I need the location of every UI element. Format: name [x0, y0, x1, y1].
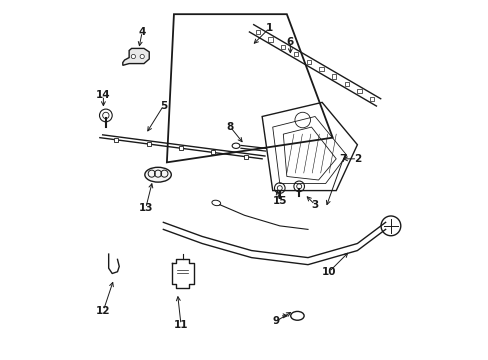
Text: 14: 14: [96, 90, 110, 100]
Text: 11: 11: [173, 320, 188, 330]
Polygon shape: [331, 74, 336, 78]
Text: 10: 10: [321, 267, 336, 277]
Ellipse shape: [144, 167, 171, 182]
Polygon shape: [319, 67, 323, 71]
Text: 3: 3: [311, 200, 318, 210]
Text: 4: 4: [138, 27, 145, 37]
Text: 9: 9: [272, 316, 279, 326]
Circle shape: [131, 54, 135, 59]
Text: 7: 7: [339, 154, 346, 164]
Text: 2: 2: [353, 154, 360, 164]
Text: 5: 5: [160, 101, 166, 111]
Text: 15: 15: [272, 196, 286, 206]
Text: 13: 13: [138, 203, 153, 213]
Polygon shape: [344, 82, 348, 86]
Polygon shape: [122, 48, 149, 66]
Polygon shape: [293, 52, 298, 57]
Text: 8: 8: [226, 122, 234, 132]
Polygon shape: [369, 96, 374, 101]
Polygon shape: [268, 37, 272, 41]
Polygon shape: [281, 45, 285, 49]
Text: 6: 6: [286, 37, 293, 48]
Polygon shape: [357, 89, 361, 93]
Polygon shape: [255, 30, 260, 34]
Circle shape: [140, 54, 144, 59]
Polygon shape: [306, 59, 310, 64]
Text: 12: 12: [96, 306, 110, 315]
Text: 1: 1: [265, 23, 272, 33]
